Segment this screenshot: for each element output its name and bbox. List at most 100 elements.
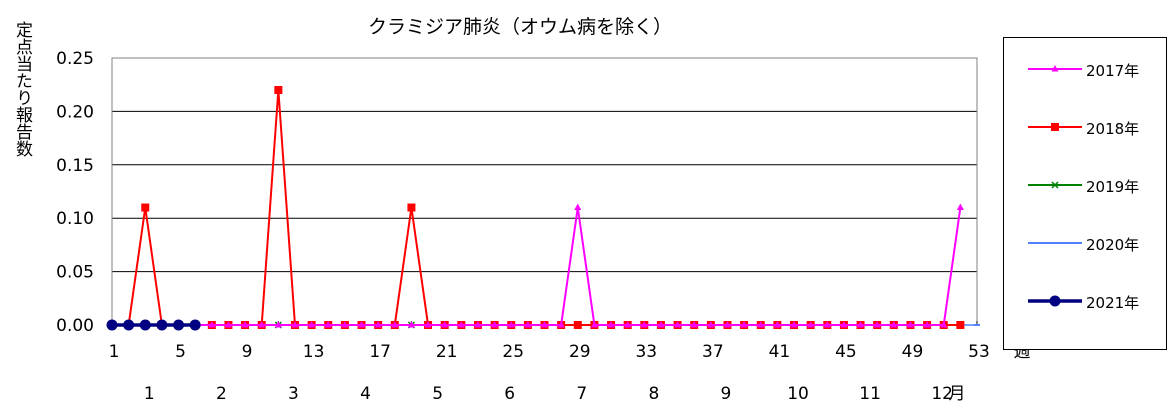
- month-tick-label: 7: [576, 384, 587, 404]
- point-triangle: [890, 321, 898, 328]
- legend-item: 2017年: [1004, 59, 1168, 80]
- point-triangle: [358, 321, 366, 328]
- x-tick-label: 17: [369, 342, 391, 362]
- x-tick-label: 13: [303, 342, 325, 362]
- month-tick-label: 10: [787, 384, 809, 404]
- point-triangle: [574, 203, 582, 211]
- point-triangle: [690, 321, 698, 328]
- point-circle: [156, 319, 168, 331]
- point-x: [1051, 181, 1059, 189]
- point-triangle: [940, 321, 948, 328]
- point-square: [573, 321, 582, 329]
- point-triangle: [208, 321, 216, 328]
- y-tick-label: 0.10: [56, 209, 94, 229]
- point-triangle: [640, 321, 648, 328]
- legend-swatch: [1028, 295, 1082, 307]
- point-triangle: [457, 321, 465, 328]
- y-axis-label: 定点当たり報告数: [12, 21, 33, 157]
- month-tick-label: 12: [931, 384, 953, 404]
- x-tick-label: 1: [109, 342, 120, 362]
- month-tick-label: 9: [721, 384, 732, 404]
- point-triangle: [790, 321, 798, 328]
- point-triangle: [341, 321, 349, 328]
- point-circle: [123, 319, 135, 331]
- point-triangle: [923, 321, 931, 328]
- y-axis-ticks: 0.00 0.05 0.10 0.15 0.20 0.25: [56, 49, 94, 336]
- month-tick-label: 11: [859, 384, 881, 404]
- point-triangle: [541, 321, 548, 328]
- x-tick-label: 33: [635, 342, 657, 362]
- y-tick-label: 0.25: [56, 49, 94, 69]
- point-triangle: [241, 321, 249, 328]
- x-tick-label: 29: [569, 342, 591, 362]
- point-triangle: [324, 321, 332, 328]
- x-tick-label: 49: [902, 342, 924, 362]
- point-triangle: [557, 321, 565, 328]
- point-triangle: [857, 321, 865, 328]
- point-triangle: [590, 321, 598, 328]
- point-triangle: [807, 321, 815, 328]
- x-tick-label: 41: [769, 342, 791, 362]
- x-tick-label: 5: [175, 342, 186, 362]
- series: [106, 86, 980, 331]
- point-square: [141, 203, 150, 212]
- month-labels: 1 2 3 4 5 6 7 8 9 10 11 12: [144, 384, 953, 404]
- y-tick-label: 0.05: [56, 263, 94, 283]
- chart-title: クラミジア肺炎（オウム病を除く）: [368, 16, 672, 38]
- point-triangle: [507, 321, 515, 328]
- x-tick-label: 37: [702, 342, 724, 362]
- point-circle: [139, 319, 151, 331]
- point-circle: [106, 319, 118, 331]
- legend-label: 2021年: [1086, 294, 1140, 312]
- month-tick-label: 2: [216, 384, 227, 404]
- grid-lines: [112, 57, 977, 326]
- point-triangle: [407, 321, 415, 328]
- point-circle: [189, 319, 201, 331]
- point-triangle: [840, 321, 848, 328]
- month-axis-label: 月: [949, 384, 966, 404]
- point-triangle: [757, 321, 765, 328]
- point-triangle: [707, 321, 715, 328]
- point-triangle: [391, 321, 399, 328]
- point-triangle: [424, 321, 432, 328]
- point-triangle: [291, 321, 299, 328]
- legend-item: 2021年: [1004, 291, 1168, 312]
- point-triangle: [740, 321, 748, 328]
- point-triangle: [1051, 65, 1059, 72]
- x-tick-label: 21: [436, 342, 458, 362]
- point-triangle: [657, 321, 665, 328]
- point-triangle: [224, 321, 232, 328]
- point-triangle: [956, 203, 964, 211]
- x-tick-label: 45: [835, 342, 857, 362]
- legend-label: 2020年: [1086, 236, 1140, 254]
- legend: 2017年 2018年 2019年 2020年 2021年: [1003, 37, 1167, 350]
- point-square: [1051, 123, 1059, 131]
- point-triangle: [823, 321, 831, 328]
- legend-item: 2018年: [1004, 117, 1168, 138]
- point-triangle: [474, 321, 482, 328]
- series-2017年: [108, 203, 964, 328]
- point-triangle: [374, 321, 382, 328]
- point-triangle: [624, 321, 632, 328]
- month-tick-label: 8: [648, 384, 659, 404]
- point-triangle: [258, 321, 266, 328]
- series-line: [112, 207, 962, 326]
- series-2021年: [106, 319, 201, 331]
- point-triangle: [491, 321, 499, 328]
- legend-swatch: [1028, 242, 1082, 244]
- point-triangle: [674, 321, 682, 328]
- point-circle: [173, 319, 185, 331]
- legend-item: 2019年: [1004, 175, 1168, 196]
- legend-label: 2019年: [1086, 178, 1140, 196]
- point-triangle: [607, 321, 615, 328]
- point-triangle: [308, 321, 316, 328]
- point-triangle: [873, 321, 881, 328]
- x-tick-label: 53: [968, 342, 990, 362]
- plot-frame: [111, 57, 978, 326]
- series-2018年: [108, 86, 965, 329]
- x-tick-label: 25: [502, 342, 524, 362]
- point-square: [407, 203, 416, 212]
- y-tick-label: 0.00: [56, 316, 94, 336]
- month-tick-label: 6: [504, 384, 515, 404]
